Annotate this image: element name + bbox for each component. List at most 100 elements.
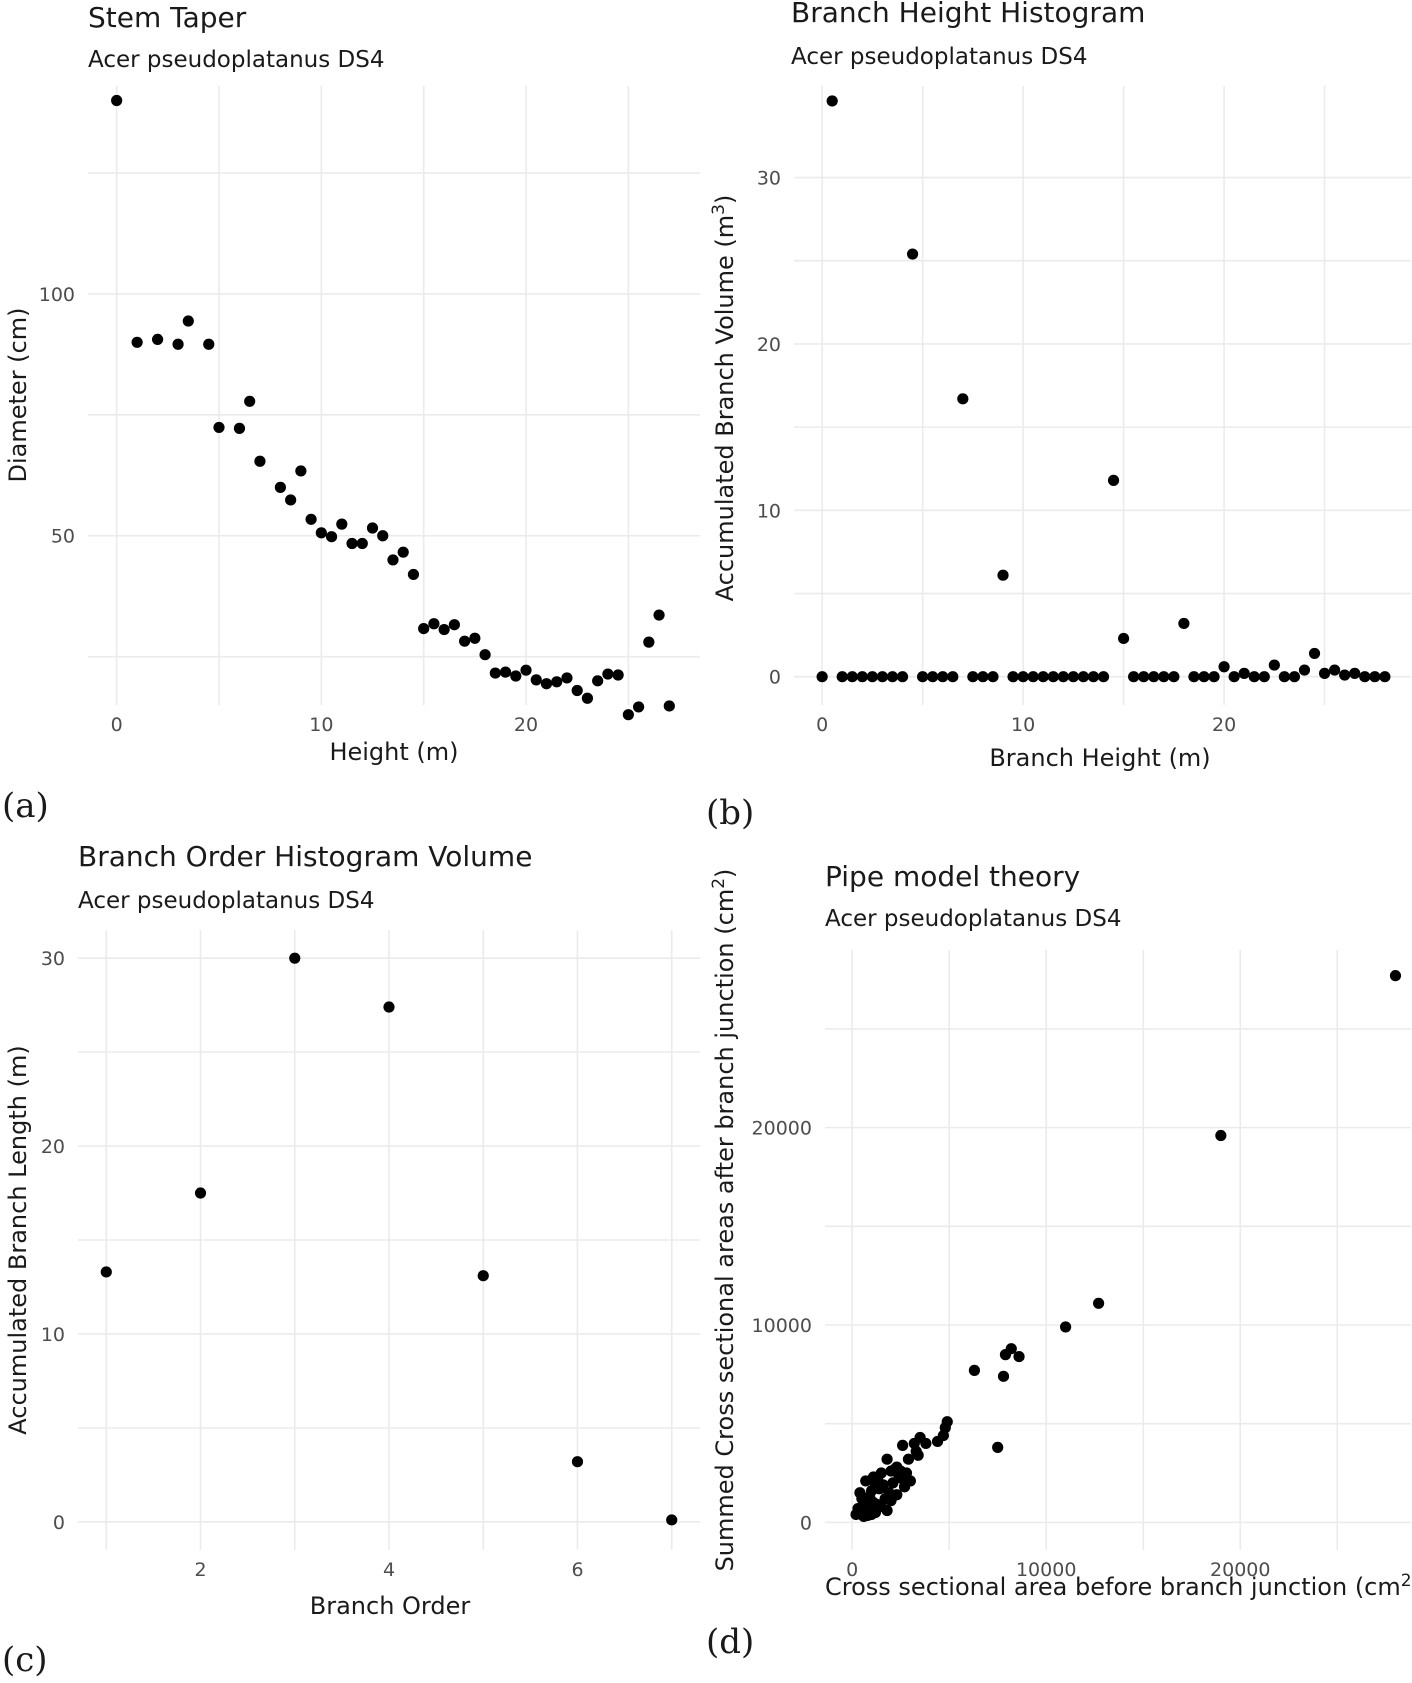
data-point: [602, 668, 614, 680]
data-point: [653, 609, 665, 621]
data-point: [999, 1349, 1012, 1361]
data-point: [643, 636, 655, 648]
panel-a: Stem Taper Acer pseudoplatanus DS4 0 10 20…: [2, 1, 700, 826]
x-tick-label: 6: [571, 1559, 583, 1581]
data-points: [111, 94, 675, 721]
data-point: [499, 666, 512, 678]
data-point: [846, 671, 858, 683]
data-point: [1013, 1350, 1025, 1363]
y-tick-label: 10: [41, 1324, 65, 1346]
data-point: [325, 531, 338, 543]
data-point: [520, 664, 532, 676]
data-point: [612, 669, 624, 681]
panel-label: (c): [2, 1640, 48, 1680]
y-axis-label: Summed Cross sectional areas after branc…: [709, 869, 739, 1572]
data-point: [1188, 671, 1200, 683]
data-point: [1349, 667, 1361, 679]
y-axis-label-end: ): [711, 869, 739, 878]
gridlines: [88, 86, 700, 705]
data-point: [477, 1270, 489, 1282]
tick-labels: 0 10 20 0 10 20 30: [757, 168, 1236, 736]
data-point: [912, 1449, 924, 1461]
data-point: [1097, 671, 1110, 683]
data-point: [530, 674, 542, 686]
data-point: [967, 671, 979, 683]
data-point: [438, 623, 450, 636]
x-tick-label: 0: [846, 1559, 858, 1581]
y-tick-label: 30: [757, 168, 781, 190]
data-point: [244, 395, 256, 407]
data-point: [448, 619, 460, 631]
data-point: [1329, 664, 1341, 676]
y-axis-label-end: ): [711, 195, 739, 204]
data-point: [947, 671, 959, 683]
data-point: [1339, 669, 1351, 681]
data-point: [1268, 659, 1280, 671]
data-point: [203, 338, 215, 350]
data-point: [1318, 667, 1331, 679]
data-point: [997, 1370, 1010, 1382]
data-point: [862, 1509, 874, 1522]
data-point: [876, 671, 889, 683]
data-point: [1178, 617, 1190, 630]
data-point: [387, 554, 399, 566]
data-point: [295, 465, 307, 477]
data-point: [891, 1489, 903, 1501]
data-point: [315, 527, 327, 539]
data-point: [336, 518, 348, 530]
chart-subtitle: Acer pseudoplatanus DS4: [78, 888, 374, 914]
data-point: [397, 546, 409, 558]
data-point: [666, 1514, 678, 1526]
data-point: [592, 675, 604, 687]
data-point: [418, 622, 430, 635]
y-tick-label: 30: [41, 948, 65, 970]
data-point: [886, 671, 899, 683]
x-tick-label: 10: [309, 714, 333, 736]
data-point: [233, 422, 246, 434]
chart-title: Pipe model theory: [825, 860, 1080, 893]
y-tick-label: 20: [41, 1136, 65, 1158]
y-tick-label: 10: [757, 500, 781, 522]
data-point: [1107, 474, 1120, 486]
data-point: [902, 1453, 915, 1465]
panel-c: Branch Order Histogram Volume Acer pseud…: [2, 840, 700, 1680]
data-point: [873, 1483, 885, 1495]
x-axis-label-main: Cross sectional area before branch junct…: [825, 1573, 1401, 1601]
data-point: [182, 315, 194, 327]
data-point: [561, 672, 573, 684]
data-point: [632, 701, 645, 713]
chart-title: Stem Taper: [88, 1, 247, 34]
y-axis-label-main: Summed Cross sectional areas after branc…: [711, 889, 739, 1572]
data-point: [896, 671, 909, 683]
data-point: [213, 421, 225, 434]
tick-labels: 2 4 6 0 10 20 30: [41, 948, 584, 1581]
data-point: [1168, 671, 1180, 683]
y-tick-label: 10000: [752, 1315, 812, 1337]
data-point: [1118, 632, 1130, 645]
data-point: [571, 1456, 584, 1468]
y-axis-label-superscript: 3: [709, 204, 729, 215]
data-point: [1218, 661, 1230, 673]
data-point: [1037, 671, 1049, 683]
x-tick-label: 20: [514, 714, 538, 736]
x-tick-label: 10: [1011, 714, 1035, 736]
x-tick-label: 0: [111, 714, 123, 736]
chart-subtitle: Acer pseudoplatanus DS4: [825, 906, 1121, 932]
data-point: [1288, 671, 1301, 683]
data-point: [992, 1441, 1004, 1453]
data-point: [428, 618, 440, 630]
data-point: [459, 635, 471, 647]
data-point: [1007, 671, 1019, 683]
data-point: [571, 684, 583, 697]
data-point: [1308, 647, 1321, 660]
data-point: [1248, 671, 1260, 683]
data-point: [906, 248, 919, 260]
y-tick-label: 50: [51, 526, 75, 548]
data-point: [897, 1439, 909, 1451]
data-point: [881, 1504, 893, 1517]
data-point: [622, 709, 634, 721]
x-tick-label: 10000: [1016, 1559, 1076, 1581]
data-point: [939, 1422, 951, 1434]
data-point: [356, 537, 368, 550]
